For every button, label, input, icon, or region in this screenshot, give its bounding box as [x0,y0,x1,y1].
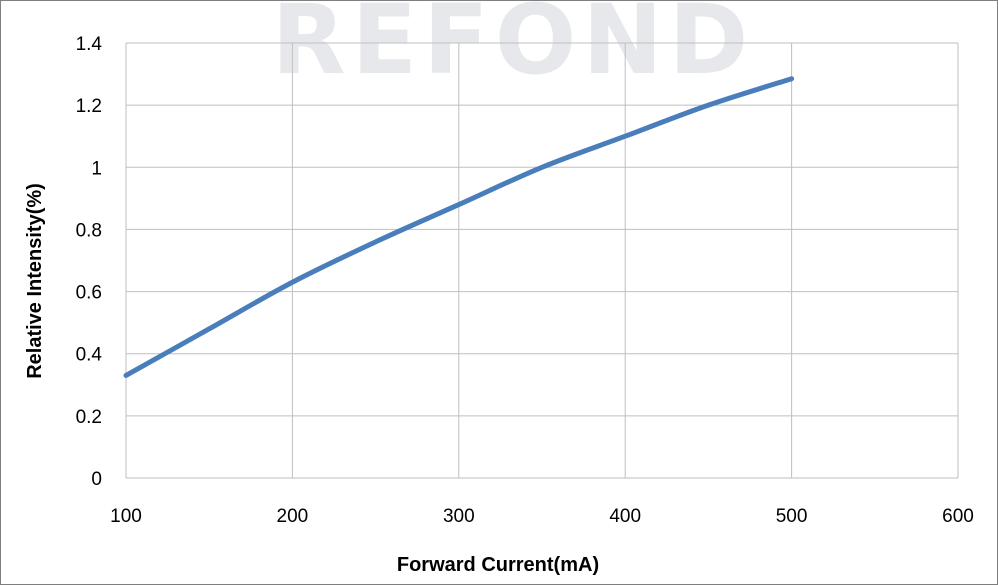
y-tick-label: 1 [91,158,102,179]
y-tick-label: 0.2 [76,407,102,428]
grid-layer [125,42,959,479]
x-tick-label: 400 [609,506,641,527]
x-axis-title: Forward Current(mA) [397,554,599,576]
y-tick-label: 0 [91,469,102,490]
y-tick-label: 0.4 [76,345,103,366]
y-tick-label: 0.8 [76,220,102,241]
x-tick-label: 600 [942,506,974,527]
series-layer [123,76,795,378]
x-tick-label: 100 [110,506,142,527]
series-line [123,76,795,378]
y-tick-label: 0.6 [76,283,102,304]
x-tick-label: 500 [776,506,808,527]
y-tick-label: 1.2 [76,96,102,117]
axis-layer: 0 0.2 0.4 0.6 0.8 1 1.2 1.4 100 200 300 400 500 600 [76,34,974,527]
watermark-logo: REFOND [272,1,755,96]
x-tick-label: 200 [277,506,309,527]
y-axis-title: Relative Intensity(%) [24,183,46,379]
x-tick-label: 300 [443,506,475,527]
y-tick-label: 1.4 [76,34,103,55]
